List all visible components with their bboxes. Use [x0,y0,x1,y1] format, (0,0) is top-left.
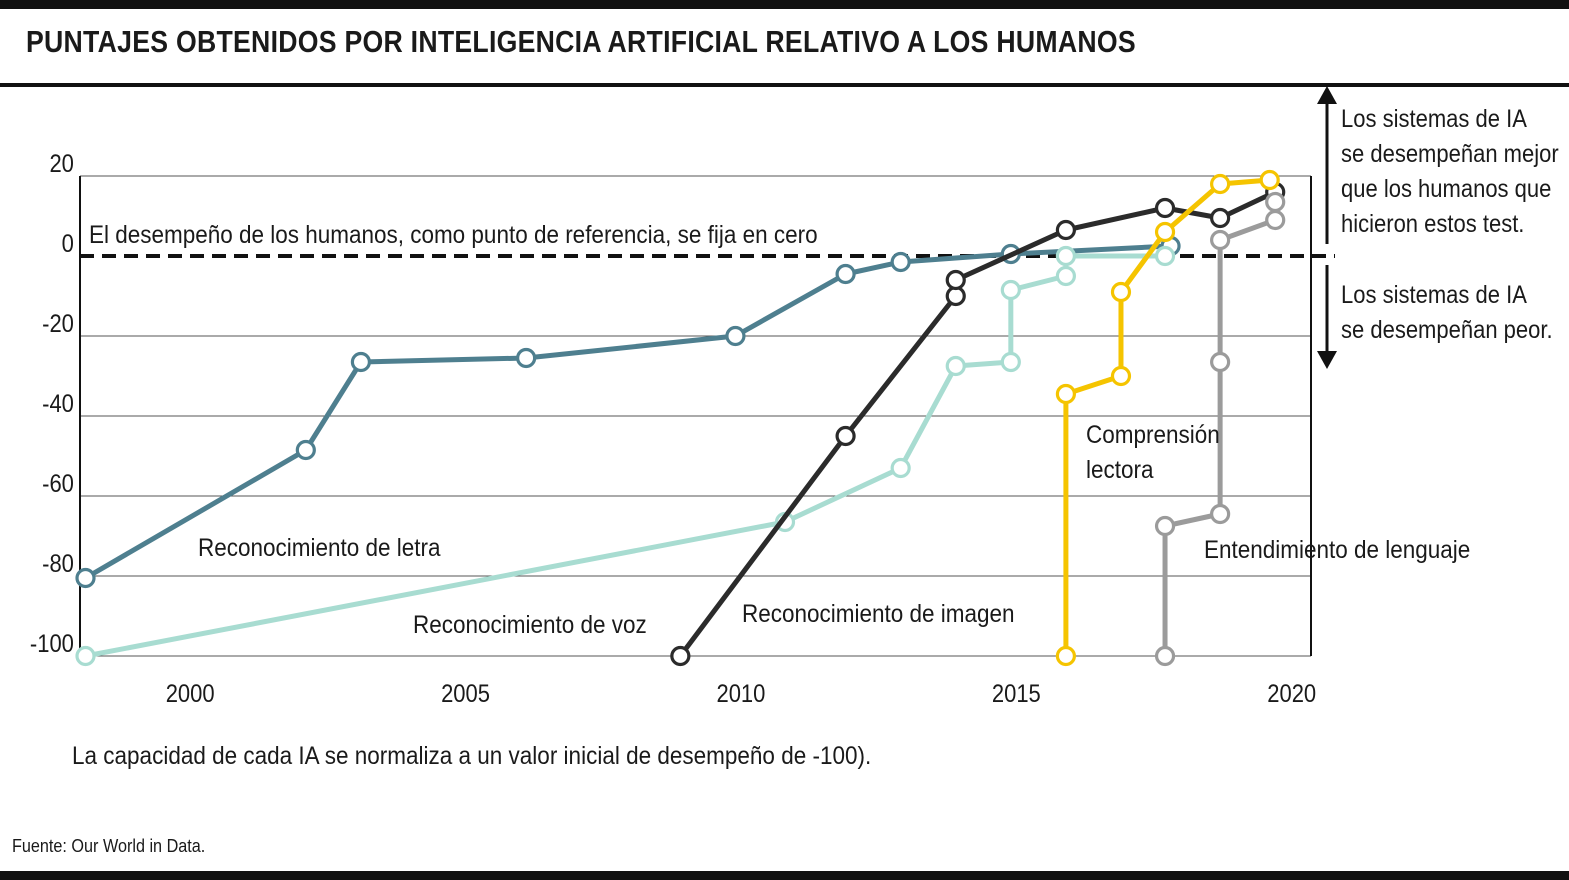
x-tick-label: 2010 [716,680,765,708]
data-point [1154,645,1176,667]
side-better-line: Los sistemas de IA [1341,105,1527,133]
data-point [890,457,911,479]
normalization-note: La capacidad de cada IA se normaliza a u… [72,742,872,770]
y-tick-label: 20 [49,150,73,178]
series-label: Reconocimiento de voz [413,611,647,639]
up-arrow-head [1317,86,1337,104]
data-point [1000,279,1021,301]
data-point [1210,173,1231,195]
title-rule [0,83,1569,87]
y-tick-label: -20 [42,310,74,338]
series-label: Comprensión lectora [1086,421,1220,484]
side-label-better: Los sistemas de IA se desempeñan mejor q… [1341,102,1559,242]
data-point [1055,645,1077,667]
data-point [1259,169,1280,191]
x-tick-label: 2020 [1267,680,1316,708]
data-point [945,355,966,377]
data-point [835,425,856,447]
side-worse-line: se desempeñan peor. [1341,316,1553,344]
bottom-bar [0,871,1569,880]
data-point [1210,503,1231,525]
data-point [1154,221,1176,243]
data-point [1154,197,1176,219]
data-point [1055,245,1077,267]
side-label-worse: Los sistemas de IA se desempeñan peor. [1341,278,1553,348]
series-label: Reconocimiento de letra [198,534,441,562]
y-tick-label: 0 [62,230,74,258]
data-point [670,645,691,667]
data-point [1154,515,1176,537]
top-bar [0,0,1569,9]
data-point [1210,351,1231,373]
data-point [1265,191,1286,213]
data-point [295,439,316,461]
data-point [1154,245,1176,267]
side-better-line: que los humanos que [1341,175,1552,203]
source-note: Fuente: Our World in Data. [12,836,206,856]
series-label: Reconocimiento de imagen [742,600,1014,628]
y-tick-label: -60 [42,470,74,498]
baseline-label: El desempeño de los humanos, como punto … [89,221,818,249]
x-tick-label: 2000 [166,680,215,708]
data-point [1110,281,1132,303]
series-label: Entendimiento de lenguaje [1204,536,1470,564]
data-point [1055,383,1077,405]
y-tick-label: -80 [42,550,74,578]
series-label-line: lectora [1086,456,1154,484]
data-point [350,351,371,373]
data-point [1265,209,1286,231]
data-point [890,251,911,273]
x-tick-label: 2015 [992,680,1041,708]
y-tick-label: -100 [30,630,74,658]
series-line [83,253,1168,659]
series-4 [1154,191,1286,667]
data-point [516,347,537,369]
data-point [1055,219,1077,241]
down-arrow-head [1317,351,1337,369]
data-point [945,269,966,291]
side-better-line: hicieron estos test. [1341,210,1525,238]
data-point [75,645,96,667]
series-2 [670,181,1286,667]
data-point [725,325,746,347]
data-point [1110,365,1132,387]
page-title: PUNTAJES OBTENIDOS POR INTELIGENCIA ARTI… [26,24,1136,59]
data-point [1210,229,1231,251]
x-tick-label: 2005 [441,680,490,708]
data-point [1055,265,1077,287]
y-tick-label: -40 [42,390,74,418]
data-point [75,567,96,589]
data-point [835,263,856,285]
side-better-line: se desempeñan mejor [1341,140,1559,168]
data-point [1000,351,1021,373]
data-point [1210,207,1231,229]
side-worse-line: Los sistemas de IA [1341,281,1527,309]
series-3 [1055,169,1280,667]
series-label-line: Comprensión [1086,421,1220,449]
